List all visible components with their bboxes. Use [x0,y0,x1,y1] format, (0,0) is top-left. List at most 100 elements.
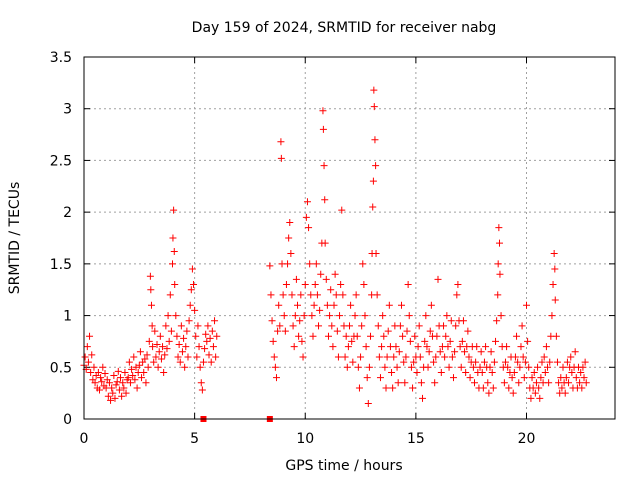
data-point [369,177,377,185]
data-point [186,301,194,309]
data-point [551,265,559,273]
data-point [532,379,540,387]
x-tick-label: 20 [518,431,536,447]
data-point [446,337,454,345]
data-point [520,374,528,382]
data-point [160,368,168,376]
data-point [130,353,138,361]
data-point [156,332,164,340]
data-point [347,301,355,309]
data-point [476,363,484,371]
data-point [190,281,198,289]
data-point [161,351,169,359]
data-point [129,372,137,380]
data-point [509,389,517,397]
chart-title: Day 159 of 2024, SRMTID for receiver nab… [192,20,497,36]
data-point [118,392,126,400]
data-point [351,312,359,320]
data-point [109,389,117,397]
data-point [370,103,378,111]
data-point [178,348,186,356]
data-point [571,348,579,356]
data-point [552,332,560,340]
data-point [169,260,176,268]
data-point [146,272,154,280]
data-point [565,379,573,387]
data-point [431,379,439,387]
x-tick-label: 15 [407,431,425,447]
data-point [212,353,220,361]
data-point [121,368,129,376]
data-point [363,374,371,382]
data-point [302,213,310,221]
data-point [494,260,502,268]
data-point [449,374,457,382]
data-point [544,363,552,371]
data-point [441,353,449,361]
data-point [395,348,403,356]
data-point [551,296,559,304]
data-point [267,291,275,299]
data-point [486,363,494,371]
data-point [409,384,417,392]
data-point [176,358,184,366]
axis-ticks: 0 0.5 1 1.5 2 2.5 3 3.5 0 5 10 15 20 [50,50,615,447]
data-point [490,358,498,366]
data-point [159,343,167,351]
data-point [462,368,470,376]
data-point [268,317,276,325]
data-point [381,363,389,371]
data-point [528,374,536,382]
data-point [303,198,311,206]
data-point [88,351,96,359]
data-point [388,368,396,376]
data-point [173,332,181,340]
data-point [430,358,438,366]
data-point [309,332,317,340]
data-point [393,363,401,371]
data-point [323,301,331,309]
data-point [445,363,453,371]
data-point [372,250,380,258]
data-point [125,358,133,366]
data-point [492,337,500,345]
data-point [98,378,106,386]
data-point [148,322,156,330]
data-point [284,260,292,268]
data-point [480,358,488,366]
data-point [378,343,386,351]
data-point [461,348,469,356]
data-point [195,343,203,351]
data-point [182,343,190,351]
y-tick-label: 2.5 [50,153,72,169]
data-point [266,262,274,270]
data-point [331,270,339,278]
data-point [541,368,549,376]
data-point [115,386,123,394]
data-point [336,312,344,320]
y-tick-label: 1.5 [50,257,72,273]
data-point [169,234,177,242]
data-point [423,343,431,351]
plot-frame [83,56,616,420]
data-point [561,389,569,397]
data-point [299,353,307,361]
data-point [519,353,527,361]
data-point [315,322,323,330]
data-point [432,353,440,361]
data-point [166,291,174,299]
data-point [117,374,125,382]
data-point [280,312,288,320]
data-point [466,374,474,382]
data-point [425,348,433,356]
data-point [97,374,105,382]
data-point [277,138,285,146]
data-point [306,260,314,268]
data-point [448,353,456,361]
data-point [90,363,98,371]
data-point [485,389,493,397]
data-point [370,86,378,94]
data-point [311,281,319,289]
data-point [382,384,390,392]
